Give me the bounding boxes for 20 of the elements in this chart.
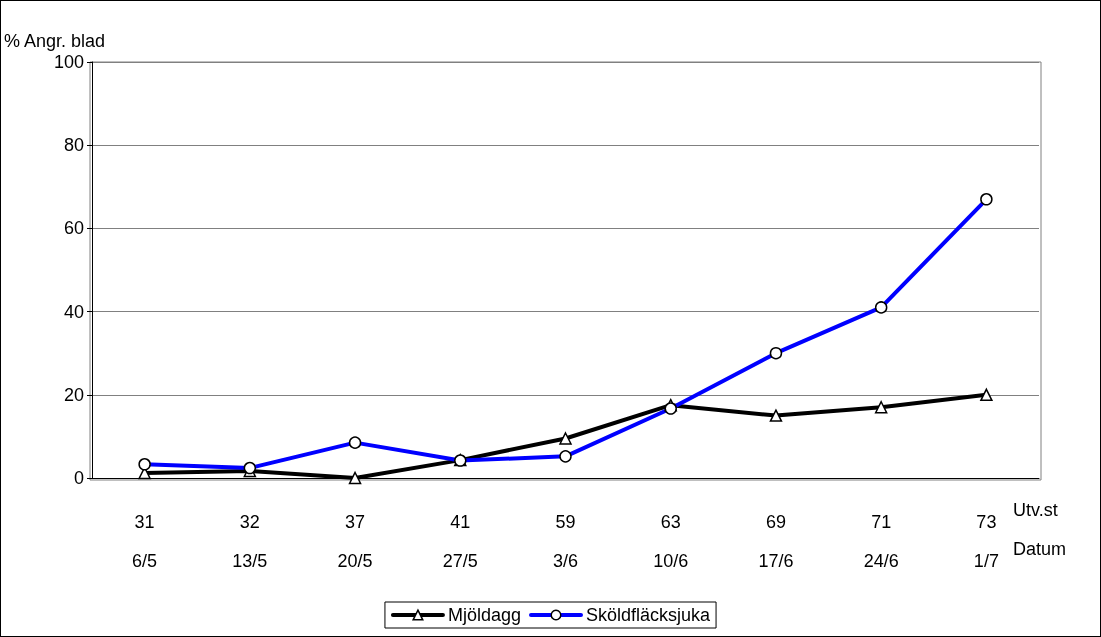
text: Utv.st: [1013, 500, 1058, 520]
legend-label: Sköldfläcksjuka: [585, 605, 712, 625]
x-tick-label: 32 13/5: [232, 511, 268, 571]
y-tick-label: 20: [63, 384, 84, 405]
x-tick-label: 69 17/6: [758, 511, 794, 571]
x-tick-label: 59 3/6: [552, 511, 579, 571]
x-tick-label: 31 6/5: [132, 511, 158, 571]
text: Datum: [1013, 539, 1067, 559]
legend-label: Mjöldagg: [447, 605, 521, 625]
y-tick-label: 0: [73, 468, 84, 488]
x-tick-label: 73 1/7: [973, 511, 999, 571]
x-tick-label: 37 20/5: [337, 511, 373, 571]
x-tick-label: 71 24/6: [863, 511, 899, 571]
y-tick-label: 60: [63, 218, 84, 239]
y-axis-title: % Angr. blad: [4, 31, 106, 51]
x-tick-label: 41 27/5: [442, 511, 478, 571]
y-tick-label: 80: [63, 135, 84, 156]
y-tick-label: 40: [63, 301, 84, 322]
y-tick-label: 100: [53, 52, 84, 72]
x-tick-label: 63 10/6: [653, 511, 689, 571]
